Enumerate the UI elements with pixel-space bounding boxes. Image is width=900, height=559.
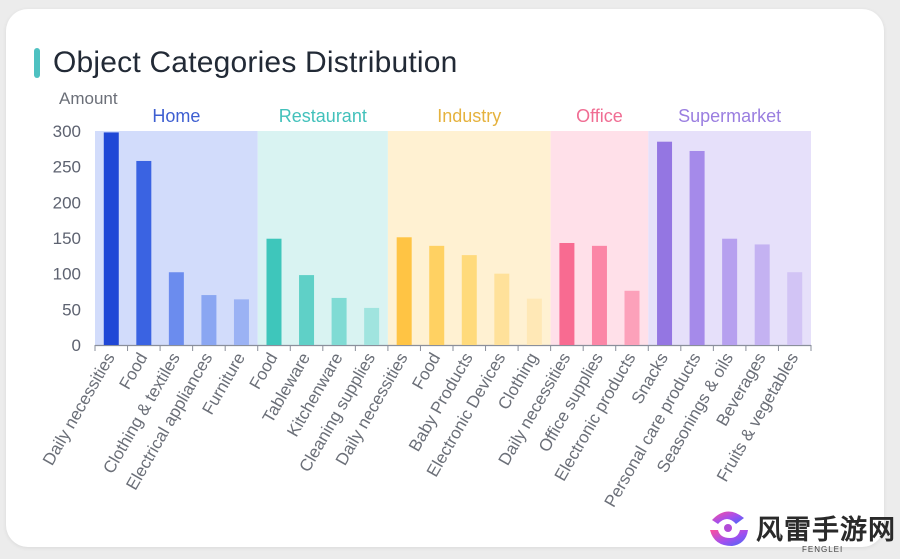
y-tick-label: 150 bbox=[53, 229, 81, 248]
bar-industry-4 bbox=[494, 273, 510, 345]
bar-home-4 bbox=[201, 295, 217, 345]
watermark-subtext: FENGLEI bbox=[802, 545, 844, 554]
bar-supermarket-2 bbox=[689, 150, 705, 345]
y-tick-label: 250 bbox=[53, 158, 81, 177]
page-title: Object Categories Distribution bbox=[53, 46, 458, 79]
x-tick-label: Daily necessities bbox=[39, 350, 119, 469]
group-label-industry: Industry bbox=[437, 106, 501, 126]
bar-home-3 bbox=[168, 272, 184, 345]
watermark: 风雷手游网 FENGLEI bbox=[700, 500, 900, 559]
bar-supermarket-1 bbox=[657, 141, 673, 345]
bar-industry-3 bbox=[461, 255, 477, 345]
bar-restaurant-3 bbox=[331, 297, 347, 345]
y-tick-label: 200 bbox=[53, 193, 81, 212]
y-tick-label: 300 bbox=[53, 122, 81, 141]
y-tick-label: 50 bbox=[62, 300, 81, 319]
bar-home-1 bbox=[103, 132, 119, 345]
group-label-office: Office bbox=[576, 106, 623, 126]
group-label-home: Home bbox=[152, 106, 200, 126]
bar-industry-2 bbox=[429, 245, 445, 345]
bar-supermarket-4 bbox=[754, 244, 770, 345]
bar-industry-5 bbox=[526, 298, 542, 345]
group-label-supermarket: Supermarket bbox=[678, 106, 781, 126]
bar-office-2 bbox=[591, 245, 607, 345]
bar-industry-1 bbox=[396, 237, 412, 345]
bar-supermarket-5 bbox=[787, 272, 803, 345]
bar-office-3 bbox=[624, 290, 640, 345]
bar-supermarket-3 bbox=[722, 238, 738, 345]
group-label-restaurant: Restaurant bbox=[279, 106, 367, 126]
title-accent-bar bbox=[34, 48, 40, 78]
y-tick-label: 0 bbox=[72, 336, 81, 355]
fenglei-logo-icon bbox=[710, 511, 748, 546]
bar-home-2 bbox=[136, 160, 152, 345]
y-tick-label: 100 bbox=[53, 265, 81, 284]
y-axis-label: Amount bbox=[59, 89, 118, 108]
bar-office-1 bbox=[559, 242, 575, 345]
bar-restaurant-1 bbox=[266, 238, 282, 345]
watermark-text: 风雷手游网 bbox=[756, 515, 896, 546]
bar-home-5 bbox=[233, 299, 249, 345]
bar-restaurant-4 bbox=[364, 307, 380, 345]
bar-restaurant-2 bbox=[299, 275, 315, 345]
